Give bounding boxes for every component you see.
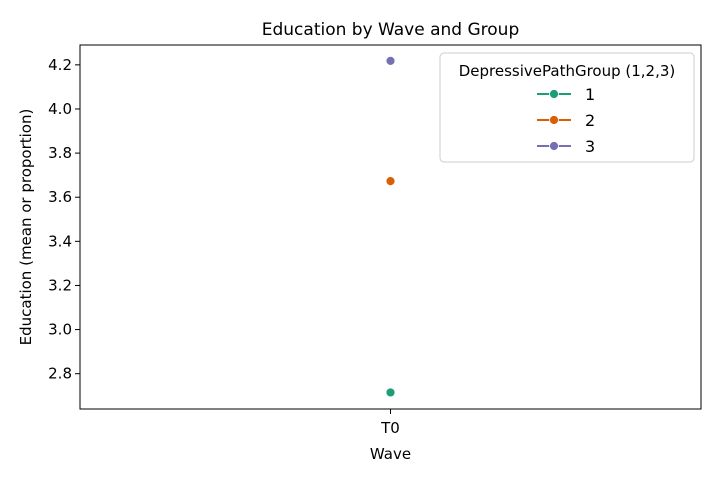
legend-marker: [549, 141, 559, 151]
series-3: [385, 55, 396, 66]
legend-label: 1: [585, 85, 595, 104]
legend-label: 2: [585, 111, 595, 130]
legend-title: DepressivePathGroup (1,2,3): [459, 62, 676, 80]
y-tick-label: 2.8: [48, 365, 72, 383]
series-1: [385, 387, 396, 398]
series-2: [385, 176, 396, 187]
x-axis: T0: [380, 409, 400, 437]
y-tick-label: 4.0: [48, 100, 72, 118]
y-tick-label: 3.6: [48, 188, 72, 206]
legend-label: 3: [585, 137, 595, 156]
y-tick-label: 4.2: [48, 56, 72, 74]
legend-marker: [549, 115, 559, 125]
y-tick-label: 3.0: [48, 321, 72, 339]
y-axis: 2.8 3.0 3.2 3.4 3.6 3.8 4.0 4.2: [48, 56, 80, 383]
legend-marker: [549, 89, 559, 99]
chart-title: Education by Wave and Group: [262, 20, 520, 40]
y-axis-label: Education (mean or proportion): [17, 109, 35, 346]
legend-entry: 1: [537, 85, 595, 104]
data-point: [385, 55, 396, 66]
legend-box: [439, 52, 695, 163]
legend-entry: 3: [537, 137, 595, 156]
x-axis-label: Wave: [370, 445, 411, 463]
legend-entries: 1 2 3: [537, 85, 595, 156]
y-tick-label: 3.8: [48, 144, 72, 162]
data-point: [385, 176, 396, 187]
series-layer: [385, 55, 396, 398]
y-tick-label: 3.2: [48, 276, 72, 294]
legend: DepressivePathGroup (1,2,3) 1 2 3: [439, 52, 695, 163]
y-tick-label: 3.4: [48, 232, 72, 250]
data-point: [385, 387, 396, 398]
legend-entry: 2: [537, 111, 595, 130]
x-tick-label: T0: [380, 419, 400, 437]
